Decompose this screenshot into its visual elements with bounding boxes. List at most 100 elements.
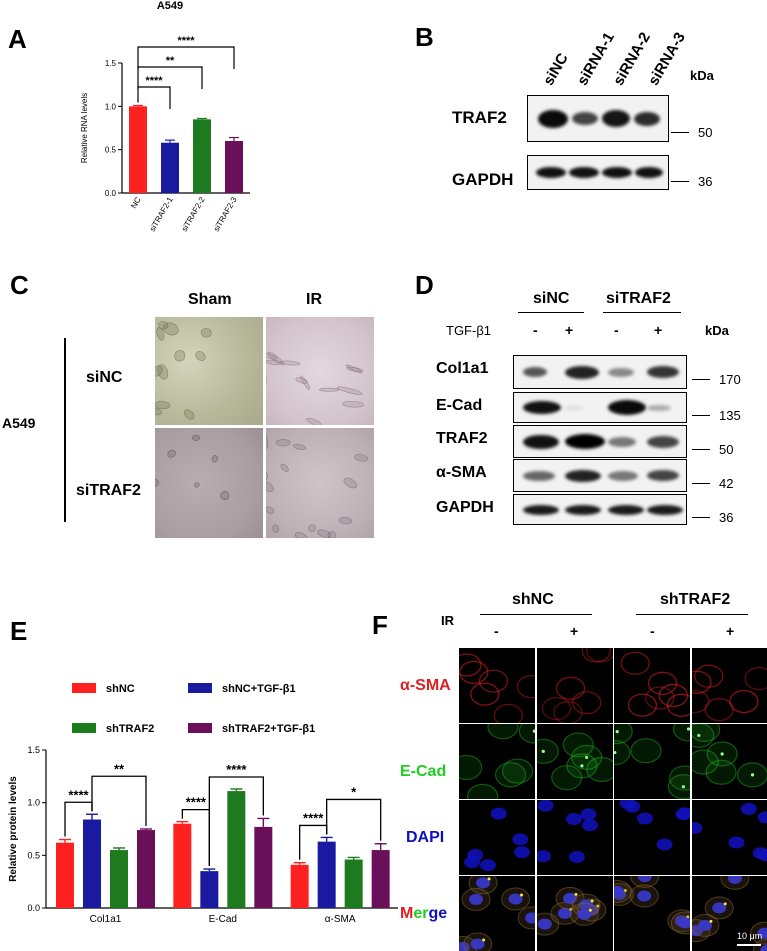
legend-label: shTRAF2+TGF-β1 (222, 723, 315, 735)
blot-label-d: Col1a1 (436, 360, 488, 378)
sign-d-1: - (533, 322, 538, 338)
if-image (692, 724, 767, 799)
if-image (614, 800, 690, 875)
cell-shape (155, 479, 159, 487)
ecad-signal (488, 724, 518, 739)
blot-band (647, 505, 683, 515)
panel-label-d: D (415, 270, 434, 301)
treatment-label-f: IR (441, 613, 454, 628)
ecad-signal (631, 739, 661, 763)
cell-shape (220, 490, 230, 500)
chart-a-ytick-label: 0.5 (105, 146, 117, 155)
chart-e-sig-bracket (92, 776, 146, 826)
merge-dot (709, 920, 712, 923)
dapi-nucleus (657, 839, 673, 851)
marker-tick-d (692, 415, 710, 416)
blot-band (608, 471, 638, 481)
blot-label-d: TRAF2 (436, 430, 488, 448)
legend-swatch (188, 723, 212, 733)
chart-e-bar (56, 843, 74, 908)
ecad-signal (692, 724, 720, 741)
marker-tick-50-b (671, 132, 689, 133)
legend-swatch (188, 683, 212, 693)
blot-band (523, 471, 555, 481)
row-label-dapi-f: DAPI (406, 829, 444, 847)
chart-a-bar (193, 119, 211, 193)
ecad-dot (541, 750, 544, 753)
chart-e-sig-label: **** (186, 795, 207, 810)
blot-band (523, 367, 547, 377)
chart-e-sig-label: **** (303, 810, 324, 825)
cell-shape (173, 349, 187, 363)
chart-e-xtick-label: α-SMA (325, 914, 356, 925)
if-image (537, 724, 613, 799)
if-image (459, 648, 535, 723)
cell-shape (337, 385, 363, 396)
dapi-nucleus (537, 800, 553, 812)
ecad-dot (750, 773, 753, 776)
merge-dot (588, 909, 591, 912)
if-image (537, 648, 613, 723)
asma-signal (494, 704, 522, 722)
chart-e-bar (372, 850, 390, 908)
group-label-shnc-f: shNC (512, 591, 554, 609)
merge-dot (488, 877, 491, 880)
chart-e-sig-bracket (327, 799, 381, 840)
blot-band (565, 470, 601, 482)
dapi-nucleus (491, 808, 507, 820)
group-label-sitraf2-d: siTRAF2 (606, 290, 671, 308)
cell-shape (342, 476, 358, 490)
cell-shape (266, 434, 268, 448)
ecad-dot (616, 730, 619, 733)
merge-dot (574, 893, 577, 896)
micrograph-sitraf2-ir (266, 428, 374, 538)
if-image (614, 724, 690, 799)
chart-e-sig-label: ** (114, 761, 125, 776)
ecad-dot (720, 752, 723, 755)
asma-signal (572, 692, 600, 714)
blot-label-traf2: TRAF2 (452, 108, 507, 128)
asma-signal (542, 698, 570, 720)
chart-e-ytick-label: 1.5 (27, 745, 40, 755)
marker-50-b: 50 (698, 125, 712, 140)
cell-shape (166, 449, 177, 459)
blot-band (565, 434, 605, 449)
asma-signal (621, 652, 649, 674)
merge-dot (590, 900, 593, 903)
asma-signal (459, 654, 481, 676)
marker-d: 170 (719, 372, 741, 387)
blot-label-gapdh-b: GAPDH (452, 170, 513, 190)
ecad-signal (468, 784, 498, 798)
merge-dot (520, 893, 523, 896)
legend-swatch (72, 683, 96, 693)
chart-e-bar (227, 791, 245, 908)
blot-d (513, 494, 687, 525)
chart-e-bar (83, 820, 101, 908)
dapi-nucleus (692, 822, 702, 834)
ecad-signal (706, 760, 736, 784)
col-label-ir-c: IR (306, 291, 322, 309)
ecad-signal (563, 733, 593, 757)
asma-signal (479, 670, 507, 692)
chart-a-xtick-label: siTRAF2-2 (180, 195, 207, 233)
chart-a-xtick-label: siTRAF2-1 (148, 195, 175, 233)
marker-tick-d (692, 379, 710, 380)
kda-label-b: kDa (690, 68, 714, 83)
blot-band (523, 401, 561, 414)
merge-part-ge: ge (428, 905, 447, 922)
blot-band (608, 368, 634, 377)
marker-d: 135 (719, 408, 741, 423)
chart-a-title: A549 (157, 0, 183, 12)
cell-shape (354, 453, 368, 462)
if-image (614, 648, 690, 723)
asma-signal (705, 699, 733, 721)
legend-label: shNC+TGF-β1 (222, 683, 296, 695)
cell-shape (194, 350, 207, 363)
blot-band (608, 505, 644, 515)
panel-label-c: C (10, 270, 29, 301)
ecad-signal (674, 724, 690, 741)
chart-a-bar (225, 141, 243, 193)
ecad-signal (519, 724, 535, 743)
merge-nucleus (537, 919, 551, 930)
asma-signal (729, 690, 757, 712)
